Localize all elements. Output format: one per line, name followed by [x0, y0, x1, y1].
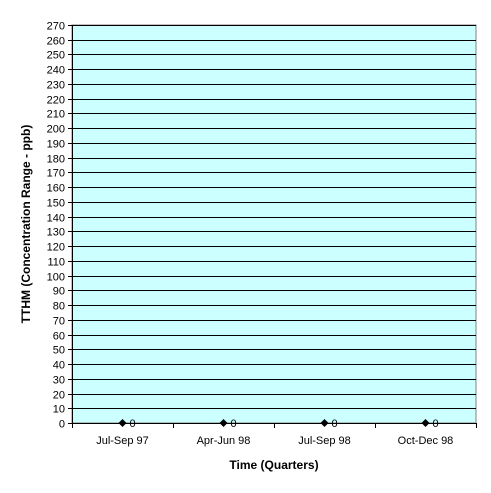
y-tick-label: 100	[47, 272, 65, 284]
x-tick-label: Apr-Jun 98	[197, 435, 251, 447]
x-tick-label: Jul-Sep 98	[298, 435, 351, 447]
y-tick-label: 230	[47, 80, 65, 92]
y-tick-label: 210	[47, 109, 65, 121]
y-tick-label: 40	[53, 360, 65, 372]
y-axis-title: TTHM (Concentration Range - ppb)	[19, 125, 33, 324]
series-markers: 0 0 0 0	[118, 418, 439, 430]
y-tick-label: 20	[53, 390, 65, 402]
y-tick-label: 0	[59, 419, 65, 431]
y-tick-label: 60	[53, 331, 65, 343]
y-tick-label: 250	[47, 50, 65, 62]
x-tick-label: Jul-Sep 97	[96, 435, 149, 447]
x-axis-title: Time (Quarters)	[229, 458, 318, 472]
y-tick-label: 140	[47, 213, 65, 225]
y-tick-label: 180	[47, 154, 65, 166]
x-axis-ticks: Jul-Sep 97 Apr-Jun 98 Jul-Sep 98 Oct-Dec 98	[72, 423, 477, 447]
y-tick-label: 130	[47, 227, 65, 239]
y-tick-label: 200	[47, 124, 65, 136]
data-point-marker	[320, 419, 329, 427]
y-tick-label: 80	[53, 301, 65, 313]
y-tick-label: 160	[47, 183, 65, 195]
data-point-marker	[421, 419, 430, 427]
y-tick-label: 110	[47, 257, 65, 269]
data-point-marker	[219, 419, 228, 427]
y-tick-label: 270	[47, 21, 65, 33]
y-tick-label: 220	[47, 95, 65, 107]
y-tick-label: 90	[53, 286, 65, 298]
data-point-marker	[118, 419, 127, 427]
y-tick-label: 30	[53, 375, 65, 387]
plot-area	[71, 24, 477, 424]
data-label: 0	[231, 418, 237, 430]
data-label: 0	[332, 418, 338, 430]
y-tick-label: 150	[47, 198, 65, 210]
y-tick-label: 10	[53, 404, 65, 416]
y-tick-label: 50	[53, 345, 65, 357]
data-label: 0	[130, 418, 136, 430]
y-tick-label: 260	[47, 36, 65, 48]
y-axis-ticks: 0 10 20 30 40 50 60 70 80 90 100 110 120 130 140 150 160…	[47, 21, 476, 431]
y-tick-label: 170	[47, 168, 65, 180]
y-tick-label: 70	[53, 316, 65, 328]
data-label: 0	[433, 418, 439, 430]
y-tick-label: 120	[47, 242, 65, 254]
x-tick-label: Oct-Dec 98	[398, 435, 454, 447]
y-tick-label: 190	[47, 139, 65, 151]
y-tick-label: 240	[47, 65, 65, 77]
